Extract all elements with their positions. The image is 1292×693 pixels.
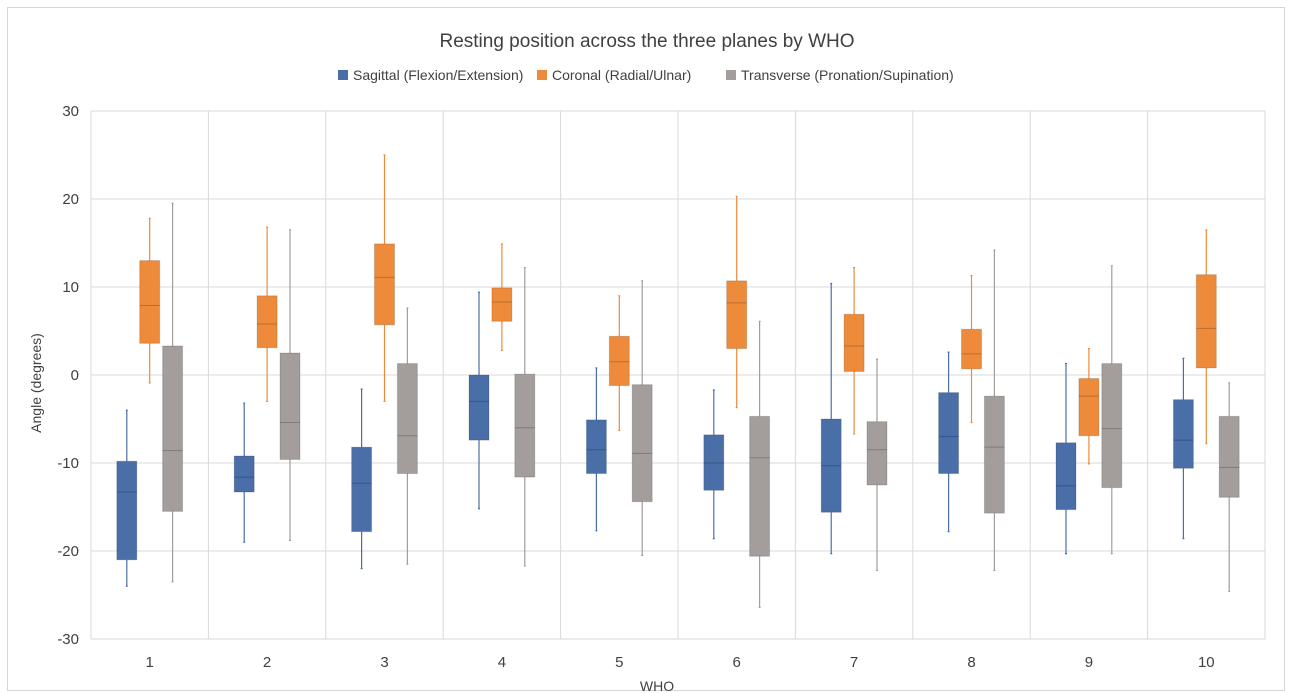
y-tick-label: 0 <box>71 367 79 384</box>
box-iqr <box>1195 274 1217 369</box>
box-iqr <box>585 419 607 475</box>
legend-label-transverse: Transverse (Pronation/Supination) <box>741 67 954 83</box>
box-iqr <box>961 328 982 370</box>
box-iqr <box>162 345 184 512</box>
box-sagittal-8 <box>938 351 960 533</box>
box-iqr <box>396 363 418 475</box>
legend: Sagittal (Flexion/Extension) Coronal (Ra… <box>338 67 954 83</box>
chart-title: Resting position across the three planes… <box>439 31 854 52</box>
box-iqr <box>1218 415 1240 498</box>
box-iqr <box>491 287 513 322</box>
box-sagittal-1 <box>116 409 138 587</box>
box-transverse-1 <box>162 202 184 583</box>
box-iqr <box>843 313 865 372</box>
y-axis-label: Angle (degrees) <box>28 333 44 433</box>
chart-frame: Resting position across the three planes… <box>7 7 1285 692</box>
box-sagittal-9 <box>1055 362 1077 555</box>
x-axis-label: WHO <box>640 678 674 692</box>
box-transverse-2 <box>279 229 301 542</box>
x-tick-label: 6 <box>733 654 741 671</box>
boxes <box>116 154 1240 608</box>
y-tick-label: -20 <box>57 543 79 560</box>
x-tick-label: 9 <box>1085 654 1093 671</box>
box-transverse-8 <box>983 249 1005 571</box>
box-iqr <box>749 415 771 557</box>
x-axis-ticks: 1 2 3 4 5 6 7 8 9 10 <box>146 654 1215 671</box>
box-transverse-7 <box>866 358 888 571</box>
x-tick-label: 4 <box>498 654 506 671</box>
box-sagittal-10 <box>1172 357 1194 540</box>
y-axis-ticks: 30 20 10 0 -10 -20 -30 <box>57 103 79 648</box>
box-iqr <box>703 434 725 491</box>
box-coronal-1 <box>139 217 161 384</box>
box-transverse-10 <box>1218 382 1240 593</box>
box-iqr <box>608 335 630 387</box>
box-iqr <box>514 373 536 478</box>
box-coronal-2 <box>256 226 278 402</box>
box-coronal-9 <box>1078 348 1100 465</box>
box-iqr <box>351 446 373 533</box>
y-tick-label: -30 <box>57 631 79 648</box>
box-iqr <box>374 243 395 326</box>
legend-label-sagittal: Sagittal (Flexion/Extension) <box>353 67 523 83</box>
box-transverse-4 <box>514 267 536 567</box>
x-tick-label: 7 <box>850 654 858 671</box>
box-sagittal-7 <box>820 282 842 555</box>
box-iqr <box>726 280 748 350</box>
box-sagittal-2 <box>233 402 255 543</box>
y-tick-label: 30 <box>62 103 79 120</box>
box-iqr <box>1078 378 1100 437</box>
box-coronal-4 <box>491 243 513 351</box>
gridlines <box>90 110 1266 640</box>
box-transverse-5 <box>631 280 653 557</box>
box-coronal-5 <box>608 295 630 432</box>
box-sagittal-3 <box>351 388 373 570</box>
x-tick-label: 5 <box>615 654 623 671</box>
box-sagittal-6 <box>703 389 725 540</box>
x-tick-label: 8 <box>967 654 975 671</box>
legend-swatch-sagittal <box>338 70 348 80</box>
box-iqr <box>983 395 1005 514</box>
box-iqr <box>938 392 960 475</box>
box-sagittal-4 <box>468 291 490 510</box>
box-coronal-6 <box>726 195 748 409</box>
x-tick-label: 2 <box>263 654 271 671</box>
box-iqr <box>1172 399 1194 469</box>
box-iqr <box>139 260 161 344</box>
box-iqr <box>279 352 301 460</box>
box-iqr <box>233 455 255 493</box>
legend-label-coronal: Coronal (Radial/Ulnar) <box>552 67 691 83</box>
y-tick-label: 20 <box>62 191 79 208</box>
box-coronal-7 <box>843 267 865 435</box>
box-iqr <box>116 460 138 561</box>
x-tick-label: 3 <box>380 654 388 671</box>
x-tick-label: 1 <box>146 654 154 671</box>
box-coronal-8 <box>961 274 982 424</box>
y-tick-label: -10 <box>57 455 79 472</box>
box-transverse-9 <box>1101 265 1123 555</box>
box-transverse-3 <box>396 307 418 565</box>
x-tick-label: 10 <box>1198 654 1215 671</box>
box-iqr <box>256 295 278 349</box>
box-sagittal-5 <box>585 367 607 532</box>
legend-swatch-coronal <box>537 70 547 80</box>
box-coronal-3 <box>374 154 395 402</box>
box-iqr <box>631 384 653 503</box>
box-iqr <box>468 374 490 441</box>
box-iqr <box>866 421 888 486</box>
y-tick-label: 10 <box>62 279 79 296</box>
box-transverse-6 <box>749 320 771 608</box>
box-iqr <box>1055 442 1077 511</box>
box-coronal-10 <box>1195 229 1217 445</box>
legend-swatch-transverse <box>726 70 736 80</box>
box-iqr <box>820 418 842 513</box>
chart: Resting position across the three planes… <box>28 31 1266 692</box>
box-iqr <box>1101 363 1123 489</box>
